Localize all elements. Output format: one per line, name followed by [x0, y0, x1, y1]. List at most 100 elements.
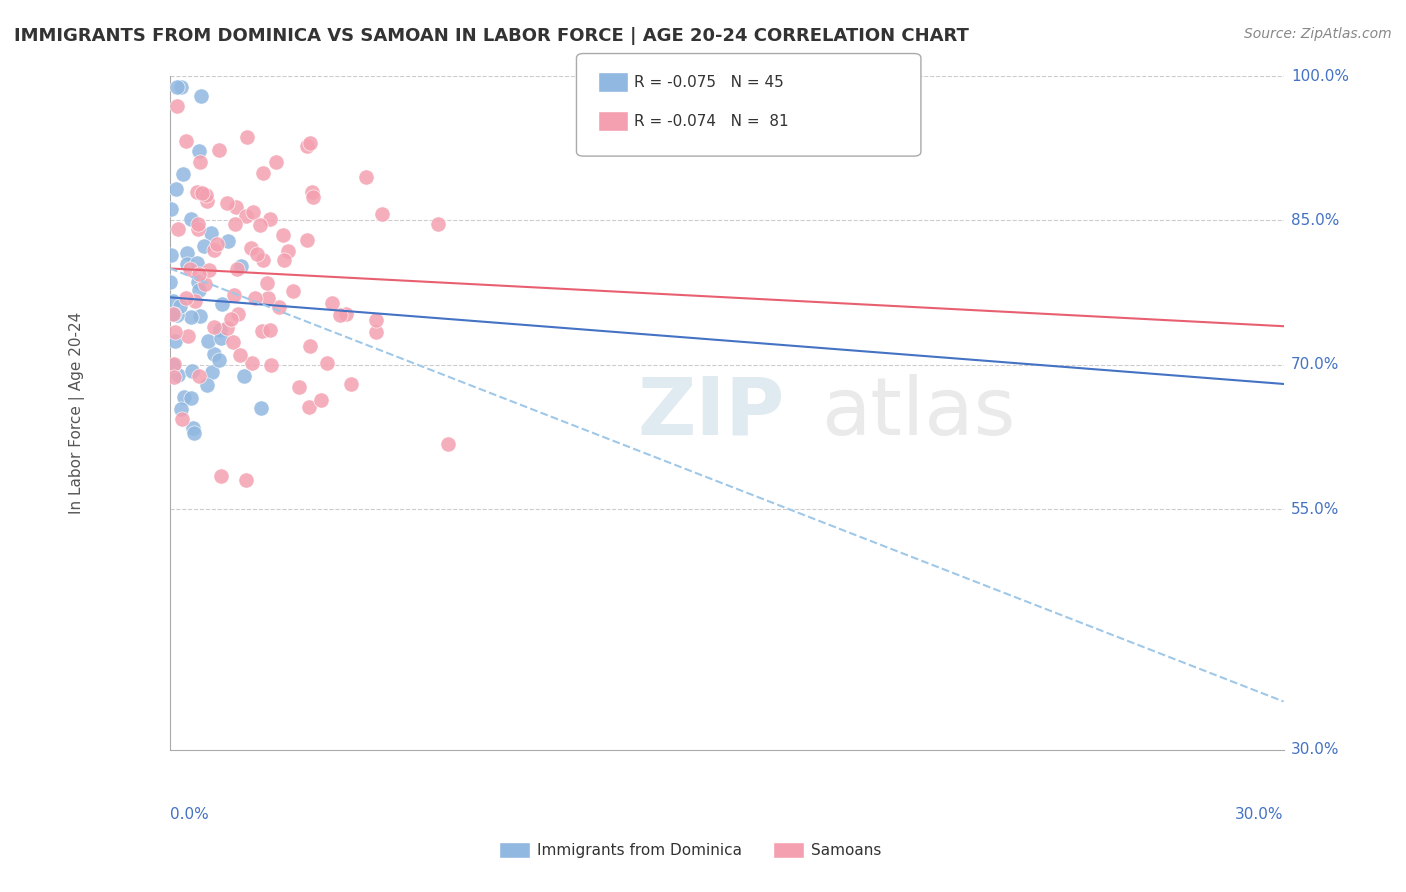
Point [222, 288, 245, 302]
Text: 70.0%: 70.0% [1291, 357, 1340, 372]
Point [222, 334, 245, 349]
Point [181, 421, 204, 435]
Point [188, 267, 211, 281]
Point [187, 222, 209, 236]
Point [159, 275, 181, 289]
Point [208, 322, 231, 336]
Point [176, 257, 198, 271]
Point [264, 154, 287, 169]
Point [176, 291, 198, 305]
Text: 100.0%: 100.0% [1291, 69, 1348, 84]
Point [273, 252, 295, 267]
Point [309, 393, 332, 408]
Point [193, 277, 215, 292]
Point [184, 294, 207, 309]
Point [193, 239, 215, 253]
Point [301, 185, 323, 199]
Point [207, 352, 229, 367]
Point [271, 227, 294, 242]
Point [166, 368, 188, 383]
Point [302, 190, 325, 204]
Point [228, 348, 250, 362]
Point [250, 325, 273, 339]
Point [167, 222, 190, 236]
Point [250, 401, 273, 416]
Point [235, 473, 257, 487]
Point [181, 364, 204, 378]
Point [240, 241, 263, 255]
Point [179, 261, 201, 276]
Point [180, 391, 202, 405]
Point [183, 426, 205, 441]
Point [162, 294, 184, 309]
Point [159, 202, 181, 217]
Point [235, 209, 257, 223]
Point [256, 292, 278, 306]
Point [288, 380, 311, 394]
Text: 0.0%: 0.0% [170, 807, 209, 822]
Point [235, 130, 257, 145]
Text: 30.0%: 30.0% [1234, 807, 1284, 822]
Point [364, 313, 387, 327]
Point [166, 79, 188, 94]
Point [193, 186, 215, 201]
Point [186, 185, 208, 199]
Point [259, 323, 281, 337]
Point [170, 411, 193, 425]
Point [169, 79, 191, 94]
Point [186, 256, 208, 270]
Point [219, 311, 242, 326]
Text: Immigrants from Dominica: Immigrants from Dominica [537, 843, 742, 857]
Point [188, 283, 211, 297]
Point [335, 307, 357, 321]
Point [174, 134, 197, 148]
Point [295, 139, 318, 153]
Point [188, 368, 211, 383]
Point [281, 284, 304, 298]
Point [162, 357, 184, 371]
Point [256, 276, 278, 290]
Text: 30.0%: 30.0% [1291, 742, 1340, 757]
Point [329, 308, 352, 322]
Point [340, 376, 363, 391]
Point [233, 368, 256, 383]
Point [165, 182, 187, 196]
Point [163, 334, 186, 348]
Point [217, 195, 239, 210]
Point [246, 247, 269, 261]
Point [295, 233, 318, 247]
Point [240, 356, 263, 370]
Point [198, 263, 221, 277]
Point [187, 144, 209, 158]
Point [297, 400, 319, 414]
Point [163, 325, 186, 339]
Point [217, 321, 239, 335]
Point [224, 218, 246, 232]
Point [176, 246, 198, 260]
Point [187, 217, 209, 231]
Text: ZIP: ZIP [638, 374, 785, 452]
Text: atlas: atlas [821, 374, 1015, 452]
Point [249, 218, 271, 232]
Text: R = -0.074   N =  81: R = -0.074 N = 81 [634, 114, 789, 128]
Point [259, 212, 281, 227]
Point [202, 347, 225, 361]
Point [195, 378, 218, 392]
Point [226, 307, 249, 321]
Point [427, 217, 450, 231]
Point [170, 401, 193, 416]
Point [194, 188, 217, 202]
Point [298, 339, 321, 353]
Point [252, 165, 274, 179]
Point [166, 99, 188, 113]
Point [160, 247, 183, 261]
Point [162, 370, 184, 384]
Point [370, 207, 392, 221]
Text: 85.0%: 85.0% [1291, 213, 1340, 227]
Point [211, 297, 233, 311]
Point [260, 359, 283, 373]
Point [208, 144, 231, 158]
Point [354, 170, 377, 185]
Point [217, 234, 239, 248]
Point [188, 154, 211, 169]
